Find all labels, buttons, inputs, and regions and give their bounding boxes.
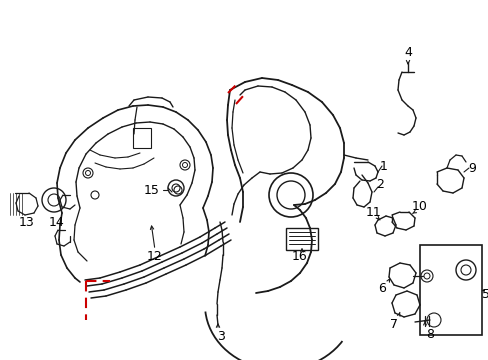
- Text: 2: 2: [375, 179, 383, 192]
- Text: 4: 4: [403, 46, 411, 59]
- Text: 12: 12: [147, 249, 163, 262]
- Text: 8: 8: [425, 328, 433, 341]
- Text: 9: 9: [467, 162, 475, 175]
- Text: 5: 5: [481, 288, 488, 302]
- Text: 10: 10: [411, 201, 427, 213]
- Text: 7: 7: [389, 319, 397, 332]
- Text: 1: 1: [379, 159, 387, 172]
- Text: 3: 3: [217, 330, 224, 343]
- Text: 14: 14: [49, 216, 65, 229]
- Text: 15: 15: [144, 184, 160, 197]
- Text: 13: 13: [19, 216, 35, 229]
- Text: 11: 11: [366, 206, 381, 219]
- Text: 16: 16: [291, 251, 307, 264]
- Text: 6: 6: [377, 282, 385, 294]
